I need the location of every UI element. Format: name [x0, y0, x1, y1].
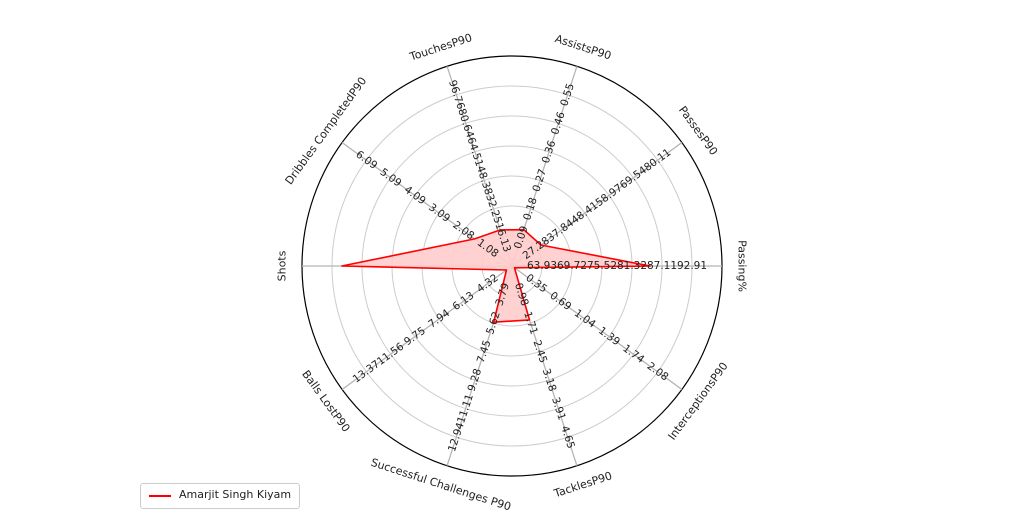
tick-label: 63.93 — [527, 260, 557, 272]
series-polygon — [341, 228, 651, 324]
tick-label: 81.32 — [617, 260, 647, 272]
axis-label: AssistsP90 — [553, 32, 613, 62]
tick-label: 75.52 — [587, 260, 617, 272]
tick-label: 4.65 — [558, 424, 577, 450]
tick-label: 6.09 — [353, 148, 379, 171]
axis-spoke — [341, 265, 513, 390]
tick-label: 7.94 — [426, 307, 452, 331]
legend-entry-label: Amarjit Singh Kiyam — [179, 488, 292, 501]
tick-label: 0.36 — [540, 139, 559, 165]
axis-label: PassesP90 — [676, 104, 720, 158]
tick-label: 80.64 — [455, 107, 476, 140]
tick-label: 11.56 — [375, 340, 407, 368]
axis-label: TouchesP90 — [407, 31, 474, 64]
tick-label: 11.11 — [455, 393, 476, 425]
tick-label: 1.39 — [596, 325, 622, 348]
tick-label: 64.51 — [465, 136, 486, 168]
axis-label: Balls LostP90 — [299, 368, 352, 435]
tick-label: 13.37 — [351, 358, 382, 385]
tick-label: 3.09 — [426, 201, 452, 224]
tick-label: 5.09 — [378, 166, 404, 189]
axis-label: InterceptionsP90 — [666, 360, 731, 443]
axis-label: Successful Challenges P90 — [369, 456, 512, 514]
tick-label: 2.45 — [530, 339, 549, 365]
legend: Amarjit Singh Kiyam — [140, 483, 300, 509]
tick-label: 1.04 — [572, 307, 598, 331]
axis-label: Dribbles CompletedP90 — [283, 75, 370, 188]
tick-label: 9.28 — [466, 367, 485, 393]
axis-spoke — [511, 265, 683, 390]
tick-label: 69.72 — [557, 260, 587, 272]
tick-label: 87.11 — [647, 260, 677, 272]
tick-label: 80.11 — [642, 147, 673, 174]
tick-label: 7.45 — [475, 339, 494, 365]
tick-label: 4.09 — [402, 184, 428, 207]
tick-label: 3.18 — [540, 367, 559, 393]
legend-line-swatch — [149, 495, 171, 497]
tick-label: 32.25 — [483, 193, 504, 225]
tick-label: 9.75 — [402, 325, 428, 348]
tick-label: 0.69 — [548, 290, 574, 313]
tick-label: 2.08 — [645, 360, 671, 383]
tick-label: 96.76 — [446, 79, 467, 112]
axis-label: Passing% — [736, 240, 749, 292]
tick-label: 12.94 — [446, 421, 467, 454]
series-layer — [341, 228, 651, 324]
axis-label: Shots — [276, 250, 289, 281]
tick-label: 0.46 — [549, 110, 568, 136]
tick-label: 1.74 — [620, 342, 646, 366]
tick-label: 3.91 — [549, 396, 568, 422]
tick-label: 0.27 — [530, 167, 549, 193]
tick-label: 92.91 — [677, 260, 707, 272]
tick-label: 0.55 — [558, 82, 577, 108]
tick-label: 5.62 — [484, 310, 503, 336]
axis-label: TacklesP90 — [551, 469, 613, 500]
tick-label: 6.13 — [451, 290, 477, 313]
tick-label: 48.38 — [474, 164, 495, 196]
tick-label: 1.71 — [521, 310, 540, 336]
tick-label: 0.18 — [521, 196, 540, 222]
